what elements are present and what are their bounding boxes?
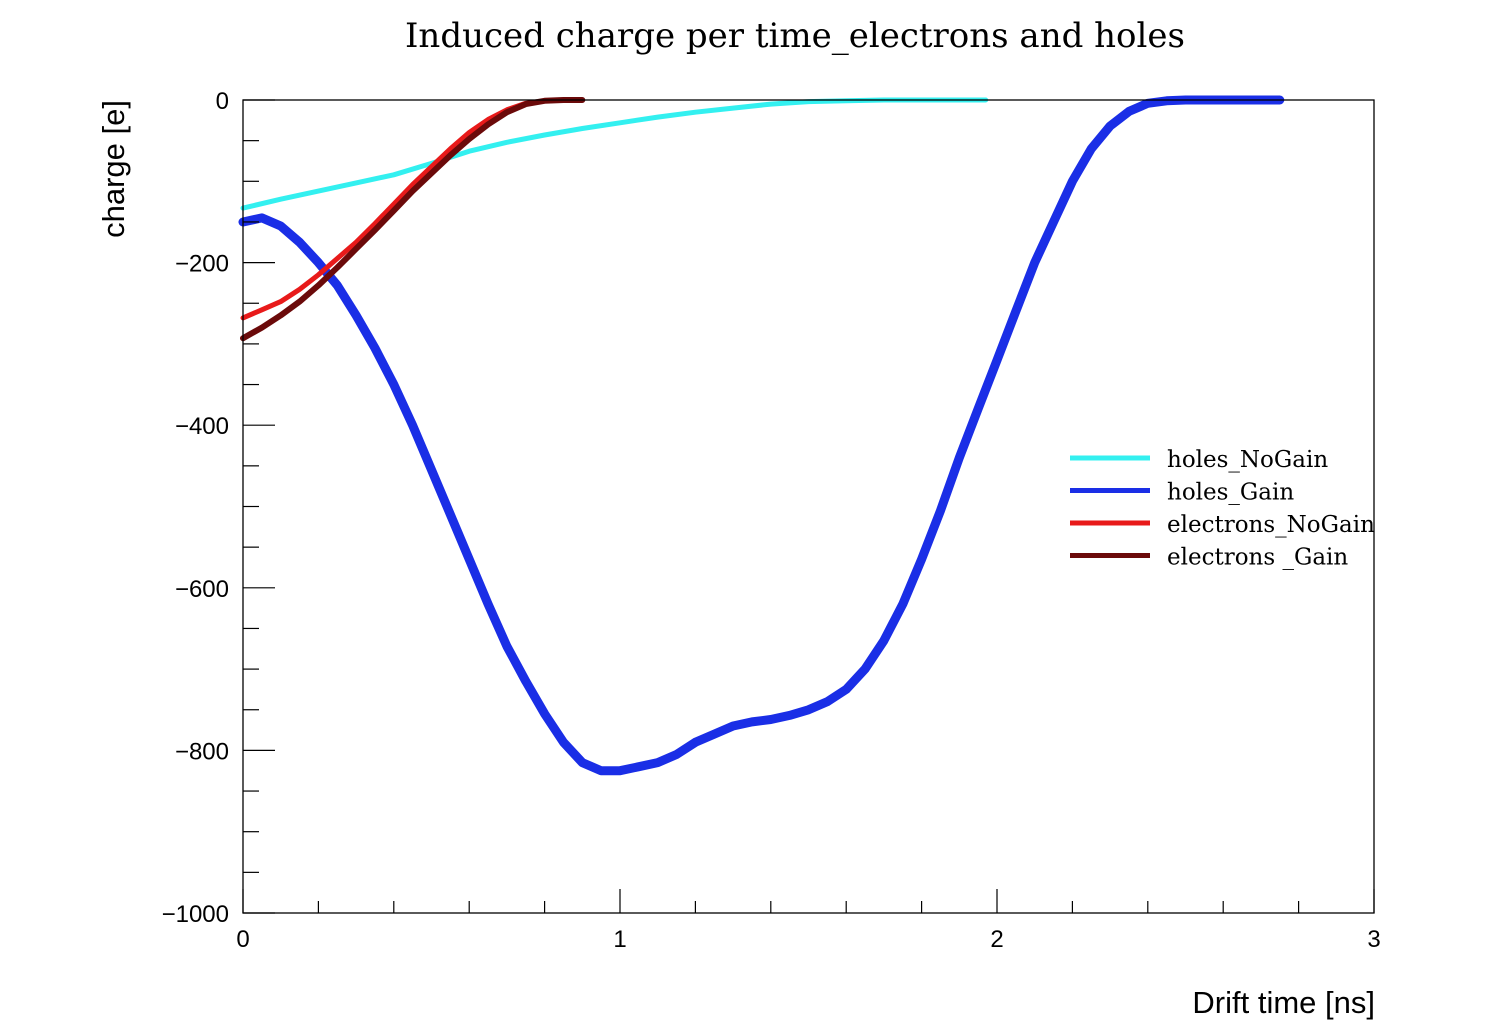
x-tick-label: 2 [990,926,1003,953]
y-axis-label: charge [e] [96,100,131,238]
legend-label: holes_NoGain [1167,447,1328,473]
chart-title: Induced charge per time_electrons and ho… [405,16,1185,56]
x-axis-label: Drift time [ns] [1192,985,1375,1020]
y-tick-label: −1000 [162,901,229,928]
y-tick-label: −400 [175,413,229,440]
x-tick-label: 3 [1367,926,1380,953]
legend-label: holes_Gain [1167,480,1294,506]
legend-label: electrons _Gain [1167,545,1348,571]
plot-series [238,95,1285,776]
y-tick-label: −800 [175,738,229,765]
plot-frame [242,99,1375,914]
y-tick-label: −600 [175,576,229,603]
x-tick-label: 1 [613,926,626,953]
x-tick-label: 0 [236,926,249,953]
legend: holes_NoGain holes_Gain electrons_NoGainel… [1070,447,1375,571]
series-line-0 [240,97,989,211]
axis-ticks: 0 1 2 3 0 −200 −400 −600 −800 −1000 [162,88,1381,953]
series-line-1 [238,95,1285,776]
series-line-3 [240,97,586,342]
series-line-2 [240,97,585,321]
y-tick-label: 0 [216,88,229,115]
y-tick-label: −200 [175,251,229,278]
legend-label: electrons_NoGain [1167,512,1375,538]
